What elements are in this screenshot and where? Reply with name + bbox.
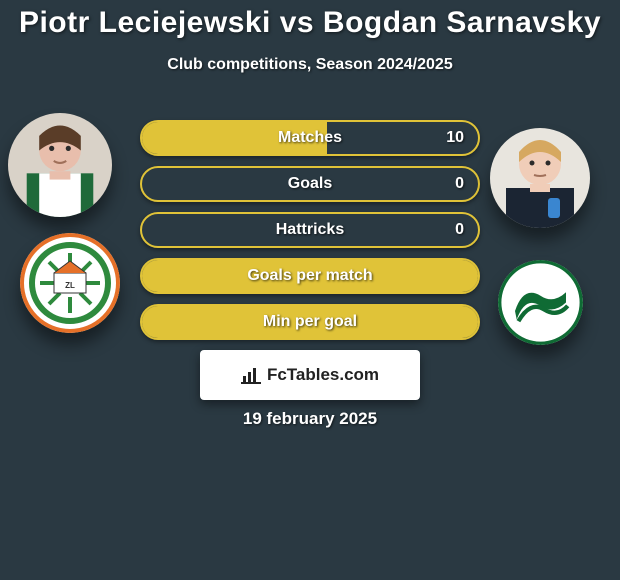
club-badge-left: ZL [20,233,120,333]
stat-label: Goals [288,175,332,193]
player-photo-left [8,113,112,217]
stat-value: 0 [455,221,464,239]
stat-bar: Goals per match [140,258,480,294]
svg-text:ZL: ZL [65,281,75,290]
bar-chart-icon [241,366,261,384]
club-badge-right [498,260,583,345]
stat-value: 0 [455,175,464,193]
page-title: Piotr Leciejewski vs Bogdan Sarnavsky [0,0,620,40]
player-photo-right [490,128,590,228]
stat-value: 10 [446,129,464,147]
stat-label: Min per goal [263,313,357,331]
stat-label: Hattricks [276,221,344,239]
subtitle: Club competitions, Season 2024/2025 [0,56,620,74]
stat-label: Goals per match [247,267,372,285]
stat-bar: Min per goal [140,304,480,340]
stat-bar: Goals 0 [140,166,480,202]
stat-label: Matches [278,129,342,147]
brand-label: FcTables.com [267,365,379,385]
stat-bar: Hattricks 0 [140,212,480,248]
brand-badge: FcTables.com [200,350,420,400]
date-stamp: 19 february 2025 [0,409,620,429]
stats-list: Matches 10 Goals 0 Hattricks 0 Goals per… [140,120,480,350]
stat-bar: Matches 10 [140,120,480,156]
